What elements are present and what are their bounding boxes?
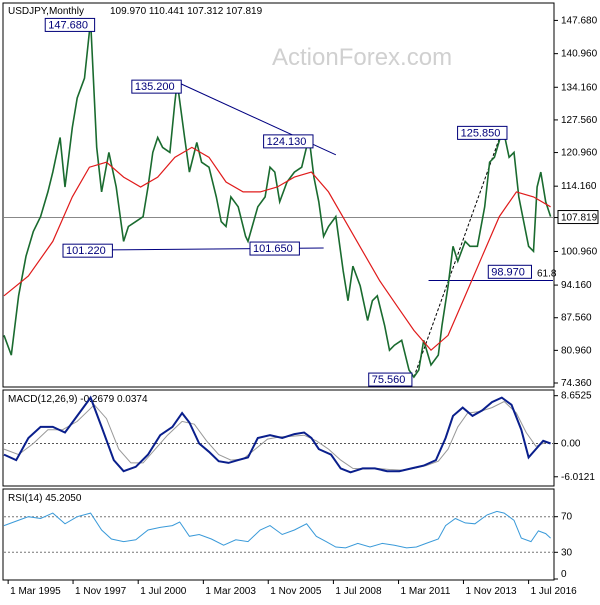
macd-tick-label-2: -6.0121 bbox=[561, 472, 595, 483]
price-tick-label-5: 114.160 bbox=[561, 181, 597, 192]
watermark: ActionForex.com bbox=[272, 44, 452, 71]
macd-panel-frame bbox=[2, 389, 555, 487]
x-tick-label-6: 1 Mar 2011 bbox=[401, 586, 451, 597]
annotation-box-6 bbox=[457, 125, 508, 140]
macd-layer bbox=[3, 395, 553, 474]
macd-series bbox=[3, 395, 551, 474]
annotation-box-2 bbox=[263, 134, 314, 149]
annotation-box-4 bbox=[249, 241, 300, 256]
macd-title: MACD(12,26,9) -0.2679 0.0374 bbox=[8, 394, 148, 405]
price-tick-label-0: 147.680 bbox=[561, 15, 598, 26]
axis-layer: 147.680 140.960 134.160 127.560 120.960 114.1… bbox=[7, 15, 599, 597]
x-tick-label-4: 1 Nov 2005 bbox=[270, 586, 322, 597]
price-title: USDJPY,Monthly bbox=[8, 6, 84, 17]
price-tick-label-2: 134.160 bbox=[561, 82, 598, 93]
annotation-label-5: 75.560 bbox=[372, 374, 406, 386]
rsi-tick-label-0: 70 bbox=[561, 512, 573, 523]
annotation-label-0: 147.680 bbox=[48, 19, 88, 31]
x-tick-label-3: 1 Mar 2003 bbox=[205, 586, 256, 597]
rsi-series bbox=[3, 510, 551, 549]
annotation-box-0 bbox=[44, 17, 96, 32]
price-tick-label-8: 94.160 bbox=[561, 280, 592, 291]
price-tick-label-7: 100.960 bbox=[561, 246, 598, 257]
price-tick-label-10: 80.960 bbox=[561, 345, 592, 356]
annotation-box-1 bbox=[131, 79, 182, 94]
price-layer: 61.8 147.680 135.200 124.130 101.220 101.650 7… bbox=[3, 17, 557, 387]
x-tick-label-8: 1 Jul 2016 bbox=[531, 586, 578, 597]
annotation-label-2: 124.130 bbox=[267, 136, 307, 148]
price-tick-label-1: 140.960 bbox=[561, 49, 598, 60]
x-tick-label-5: 1 Jul 2008 bbox=[335, 586, 382, 597]
annotation-label-6: 125.850 bbox=[461, 127, 501, 139]
x-tick-label-1: 1 Nov 1997 bbox=[75, 586, 127, 597]
x-tick-label-0: 1 Mar 1995 bbox=[10, 586, 61, 597]
price-tick-label-4: 120.960 bbox=[561, 148, 598, 159]
annotation-label-1: 135.200 bbox=[135, 81, 175, 93]
price-ohlc: 109.970 110.441 107.312 107.819 bbox=[110, 6, 263, 17]
rsi-tick-label-2: 0 bbox=[561, 569, 567, 580]
x-tick-label-2: 1 Jul 2000 bbox=[140, 586, 187, 597]
x-tick-label-7: 1 Nov 2013 bbox=[465, 586, 517, 597]
annotation-label-3: 101.220 bbox=[66, 245, 106, 257]
annotation-label-4: 101.650 bbox=[253, 243, 293, 255]
price-tick-label-11: 74.360 bbox=[561, 378, 592, 389]
macd-signal-series bbox=[3, 400, 551, 471]
fib-level-label: 61.8 bbox=[537, 269, 557, 280]
moving-average-series bbox=[3, 146, 551, 352]
rsi-panel-frame bbox=[2, 488, 555, 581]
rsi-layer bbox=[3, 510, 553, 553]
price-tick-label-6: 107.819 bbox=[561, 213, 598, 224]
rsi-tick-label-1: 30 bbox=[561, 547, 573, 558]
annotation-box-7 bbox=[487, 264, 532, 279]
annotation-box-5 bbox=[368, 372, 413, 387]
price-panel-frame bbox=[2, 2, 555, 388]
annotation-box-3 bbox=[62, 243, 113, 258]
macd-tick-label-1: 0.00 bbox=[561, 439, 581, 450]
rsi-title: RSI(14) 45.2050 bbox=[8, 493, 82, 504]
macd-tick-label-0: 8.6525 bbox=[561, 391, 592, 402]
annotation-label-7: 98.970 bbox=[491, 266, 525, 278]
price-tick-label-9: 87.560 bbox=[561, 313, 592, 324]
price-tick-label-3: 127.560 bbox=[561, 115, 598, 126]
